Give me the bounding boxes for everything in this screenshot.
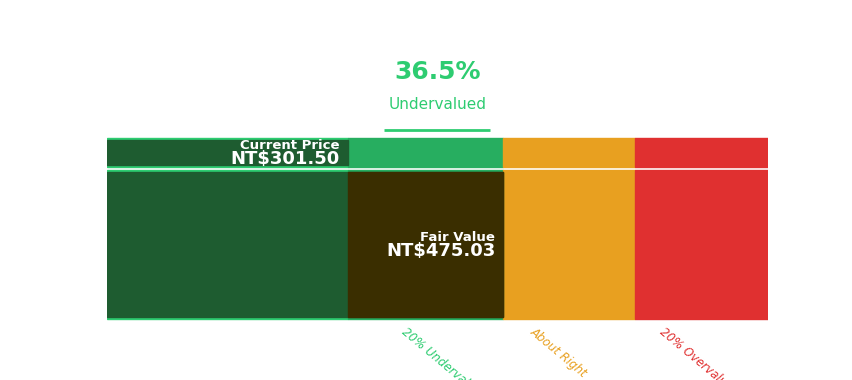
Bar bbox=[635, 170, 767, 319]
Bar bbox=[348, 172, 503, 317]
Text: Current Price: Current Price bbox=[240, 139, 340, 152]
Text: NT$475.03: NT$475.03 bbox=[386, 242, 495, 260]
Text: Undervalued: Undervalued bbox=[388, 97, 486, 112]
Bar bbox=[348, 170, 503, 319]
Bar bbox=[503, 138, 635, 167]
Text: Fair Value: Fair Value bbox=[420, 231, 495, 244]
Text: 20% Undervalued: 20% Undervalued bbox=[399, 325, 487, 380]
Bar bbox=[106, 140, 348, 165]
Text: NT$301.50: NT$301.50 bbox=[230, 150, 340, 168]
Bar bbox=[635, 138, 767, 167]
Text: About Right: About Right bbox=[527, 325, 589, 380]
Text: 20% Overvalued: 20% Overvalued bbox=[656, 325, 740, 380]
Bar bbox=[503, 170, 635, 319]
Bar bbox=[348, 138, 503, 167]
Bar bbox=[106, 170, 348, 319]
Text: 36.5%: 36.5% bbox=[394, 60, 480, 84]
Bar bbox=[106, 172, 503, 317]
Bar bbox=[106, 138, 348, 167]
